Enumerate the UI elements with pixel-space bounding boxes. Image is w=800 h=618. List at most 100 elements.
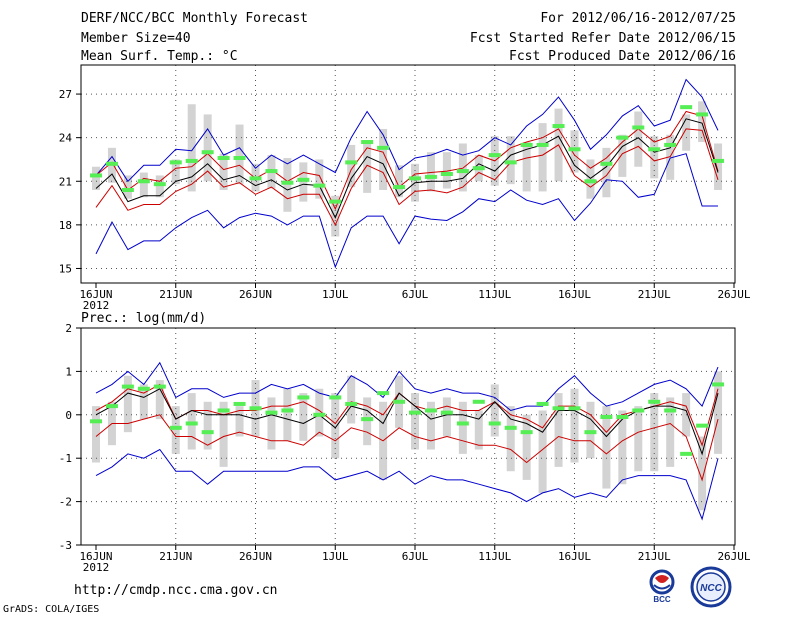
forecast-marker — [281, 180, 294, 185]
y-tick-label: -3 — [59, 539, 72, 552]
forecast-marker — [121, 187, 134, 192]
forecast-marker — [488, 421, 501, 426]
x-tick-label: 21JUN — [159, 550, 192, 563]
forecast-marker — [648, 399, 661, 404]
forecast-marker — [409, 410, 421, 415]
forecast-marker — [456, 421, 469, 426]
ncc-logo: NCC — [690, 566, 732, 608]
spread-box — [203, 114, 212, 182]
spread-box — [634, 406, 643, 472]
bcc-logo-text: BCC — [653, 595, 671, 604]
spread-box — [395, 165, 404, 198]
spread-box — [411, 393, 419, 450]
spread-box — [458, 401, 467, 454]
spread-box — [538, 123, 547, 192]
forecast-marker — [472, 166, 485, 171]
y-tick-label: 21 — [59, 175, 72, 188]
spread-box — [602, 406, 611, 489]
forecast-marker — [536, 142, 549, 147]
forecast-marker — [409, 176, 421, 181]
forecast-marker — [249, 406, 262, 411]
forecast-marker — [265, 410, 278, 415]
spread-box — [187, 104, 196, 192]
spread-box — [618, 134, 627, 177]
forecast-marker — [297, 395, 310, 400]
forecast-marker — [696, 112, 709, 117]
spread-box — [426, 401, 435, 450]
forecast-marker — [329, 199, 342, 204]
x-tick-label: 21JUN — [159, 288, 192, 301]
forecast-marker — [616, 135, 629, 140]
spread-box — [139, 172, 148, 198]
forecast-marker — [440, 410, 453, 415]
forecast-marker — [600, 161, 613, 166]
forecast-marker — [393, 399, 406, 404]
forecast-marker — [584, 179, 597, 184]
x-tick-label: 16JUL — [558, 550, 591, 563]
forecast-marker — [680, 451, 693, 456]
x-tick-label: 11JUL — [478, 550, 511, 563]
panel-precipitation: -3 -2 -1 0 1 2 16JUN 21JUN 26JUN 1JUL 6JUL 11JUL 16J… — [59, 311, 751, 574]
spread-box — [283, 158, 292, 212]
forecast-marker — [329, 395, 342, 400]
bcc-logo: BCC — [649, 569, 675, 604]
x-tick-label: 6JUL — [402, 550, 429, 563]
forecast-marker — [393, 185, 406, 190]
spread-box — [92, 166, 100, 190]
spread-box — [203, 401, 212, 450]
spread-box — [666, 397, 675, 467]
spread-box — [714, 143, 723, 190]
spread-box — [219, 401, 228, 467]
spread-box — [714, 371, 723, 454]
max-line — [95, 361, 719, 412]
forecast-marker — [265, 169, 278, 174]
spread-box — [618, 410, 627, 485]
forecast-marker — [424, 408, 437, 413]
forecast-marker — [632, 408, 645, 413]
lower-spread-line — [95, 414, 719, 482]
spread-box — [506, 406, 515, 472]
upper-spread-line — [95, 110, 719, 211]
forecast-marker — [552, 406, 565, 411]
forecast-marker — [345, 401, 358, 406]
spread-box — [363, 143, 372, 193]
spread-box — [442, 152, 451, 189]
spread-box — [347, 144, 356, 188]
spread-box — [155, 380, 164, 420]
forecast-period: For 2012/06/16-2012/07/25 — [540, 11, 736, 26]
spread-box — [235, 124, 244, 185]
forecast-marker — [169, 425, 182, 430]
forecast-marker — [185, 158, 198, 163]
max-line — [95, 78, 719, 183]
forecast-marker — [249, 176, 262, 181]
forecast-marker — [648, 147, 661, 152]
forecast-marker — [377, 391, 390, 396]
forecast-marker — [313, 183, 326, 188]
forecast-marker — [201, 150, 214, 155]
spread-box — [331, 393, 340, 459]
spread-box — [315, 159, 324, 199]
spread-box — [299, 162, 308, 202]
forecast-marker — [536, 401, 549, 406]
min-line — [95, 153, 718, 269]
source-url[interactable]: http://cmdp.ncc.cma.gov.cn — [74, 583, 278, 598]
y-tick-label: 1 — [65, 365, 72, 378]
spread-box — [586, 159, 595, 199]
forecast-marker — [185, 421, 198, 426]
forecast-marker — [153, 182, 166, 187]
ncc-logo-text: NCC — [700, 583, 722, 594]
x-tick-label: 6JUL — [402, 288, 429, 301]
x-tick-label: 21JUL — [638, 288, 671, 301]
spread-box — [331, 195, 340, 237]
spread-box — [219, 153, 228, 190]
spread-box — [155, 175, 164, 198]
forecast-marker — [90, 173, 102, 178]
x-tick-label: 1JUL — [322, 550, 349, 563]
x-tick-label: 1JUL — [322, 288, 349, 301]
forecast-marker — [105, 161, 118, 166]
forecast-marker — [233, 156, 246, 161]
forecast-marker — [424, 174, 437, 179]
lower-spread-line — [95, 128, 719, 227]
chart-title: DERF/NCC/BCC Monthly Forecast — [81, 11, 308, 26]
